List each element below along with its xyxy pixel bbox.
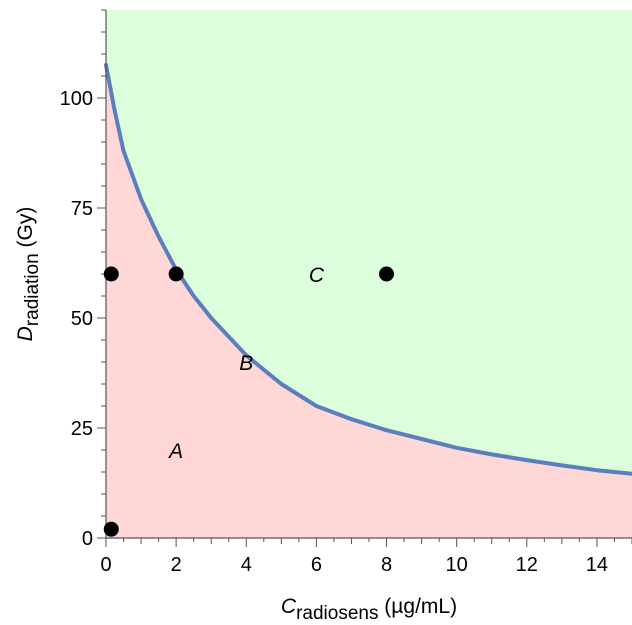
region-label-a: A [167, 440, 183, 463]
data-point [103, 266, 119, 282]
plot-area: 0 2 4 6 8 10 12 14 0 25 50 75 100 Cradiosens (µg/mL) D… [14, 9, 632, 624]
y-tick-label: 100 [60, 88, 93, 110]
region-label-c: C [309, 264, 325, 287]
region-c-fill [106, 10, 632, 474]
x-tick-label: 14 [586, 554, 608, 576]
x-axis-label: Cradiosens (µg/mL) [281, 595, 457, 624]
x-axis-label-unit: (µg/mL) [378, 595, 457, 618]
y-tick-label: 0 [82, 528, 93, 550]
x-tick-label: 6 [311, 554, 322, 576]
boundary-curve [104, 63, 632, 476]
x-tick-label: 4 [241, 554, 252, 576]
y-tick-label: 75 [71, 198, 93, 220]
x-tick-label: 8 [381, 554, 392, 576]
y-axis-label-unit: (Gy) [14, 207, 37, 254]
y-tick-label: 25 [71, 418, 93, 440]
x-axis-label-main: C [281, 595, 297, 618]
data-point [103, 521, 119, 537]
data-point [379, 266, 395, 282]
x-axis-label-subscript: radiosens [296, 603, 378, 624]
x-tick-label: 2 [171, 554, 182, 576]
data-point [168, 266, 184, 282]
region-label-b: B [239, 352, 253, 375]
x-tick-label: 12 [516, 554, 538, 576]
region-a-fill [106, 65, 632, 538]
y-axis-label: Dradiation (Gy) [14, 207, 43, 342]
y-axis-label-subscript: radiation [22, 253, 43, 326]
y-axis-label-main: D [14, 326, 37, 341]
x-tick-label: 10 [446, 554, 468, 576]
y-tick-label: 50 [71, 308, 93, 330]
x-tick-label: 0 [100, 554, 111, 576]
